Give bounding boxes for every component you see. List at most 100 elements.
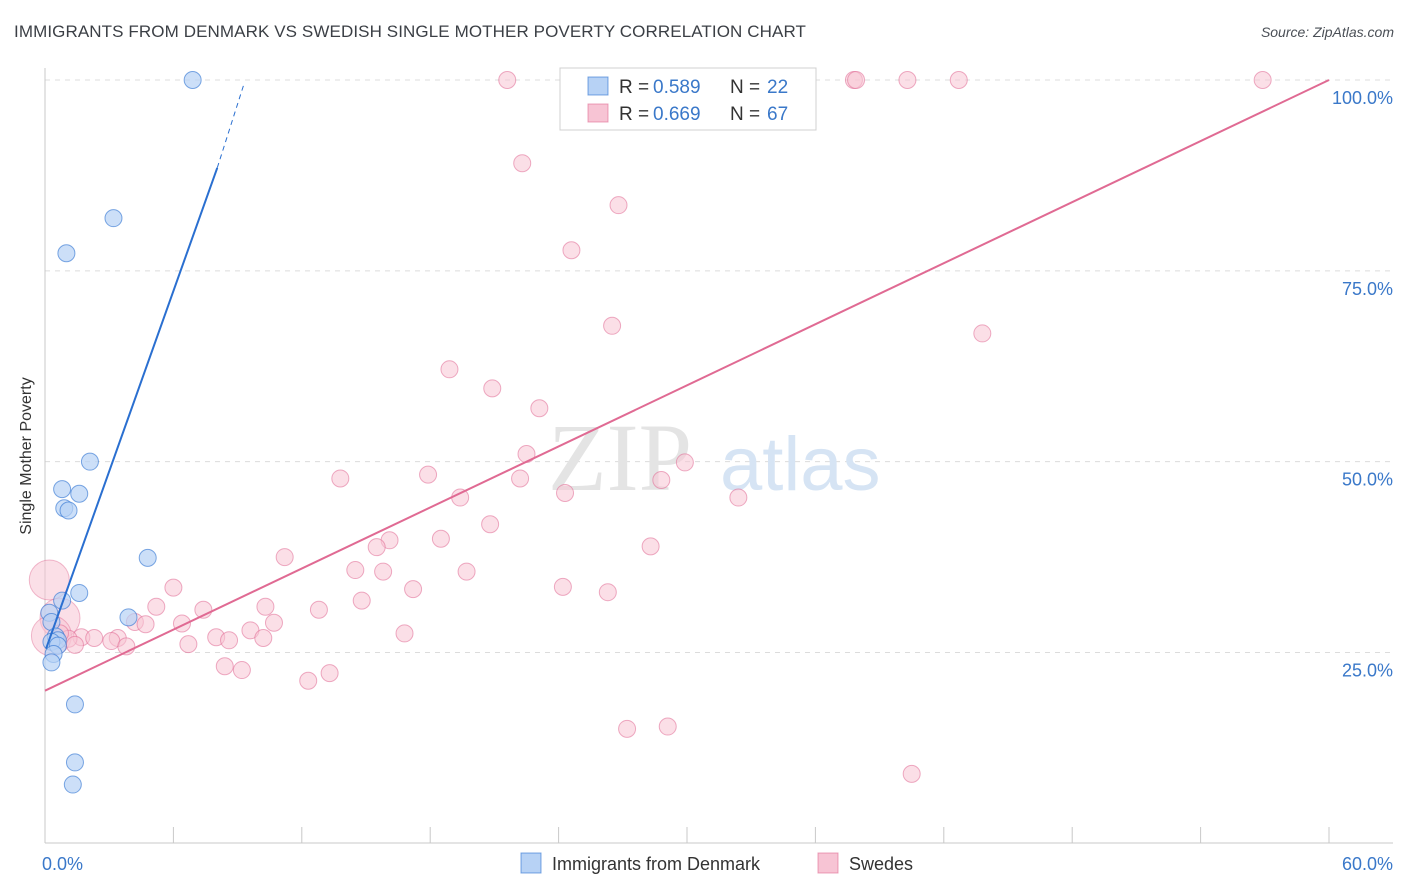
series-legend-label: Swedes bbox=[849, 854, 913, 874]
swedes-point bbox=[440, 360, 459, 379]
swedes-point bbox=[85, 628, 104, 647]
y-tick-label: 100.0% bbox=[1332, 88, 1393, 108]
swedes-point bbox=[973, 324, 992, 343]
swedes-point bbox=[641, 537, 660, 556]
swedes-point bbox=[457, 562, 476, 581]
denmark-point bbox=[59, 501, 78, 520]
swedes-point bbox=[147, 597, 166, 616]
swedes-point bbox=[367, 538, 386, 557]
swedes-point bbox=[530, 399, 549, 418]
stats-legend-r-label: R = bbox=[619, 77, 649, 98]
swedes-point bbox=[598, 583, 617, 602]
denmark-point bbox=[42, 653, 61, 672]
denmark-point bbox=[63, 775, 82, 794]
watermark-atlas: atlas bbox=[720, 422, 881, 507]
swedes-point bbox=[513, 154, 532, 173]
stats-legend-r-label: R = bbox=[619, 104, 649, 125]
series-legend: Immigrants from Denmark Swedes bbox=[520, 852, 913, 874]
swedes-point bbox=[264, 613, 283, 632]
stats-legend-n-label: N = bbox=[730, 104, 760, 125]
swedes-point bbox=[949, 71, 968, 89]
swedes-point bbox=[451, 488, 470, 507]
denmark-point bbox=[119, 608, 138, 627]
swedes-point bbox=[102, 632, 121, 651]
swedes-point bbox=[164, 578, 183, 597]
watermark: ZIP atlas bbox=[548, 404, 881, 511]
swedes-point bbox=[618, 719, 637, 738]
swedes-point bbox=[481, 515, 500, 534]
stats-legend-n-value: 22 bbox=[767, 77, 788, 98]
swedes-point bbox=[299, 671, 318, 690]
swedes-point bbox=[1253, 71, 1272, 89]
swedes-point bbox=[511, 469, 530, 488]
swedes-point bbox=[609, 196, 628, 215]
swedes-point bbox=[847, 71, 866, 89]
swedes-point bbox=[483, 379, 502, 398]
swedes-point bbox=[603, 316, 622, 335]
denmark-point bbox=[70, 484, 89, 503]
swedes-point bbox=[309, 600, 328, 619]
swedes-point bbox=[898, 71, 917, 89]
swedes-point bbox=[419, 465, 438, 484]
stats-legend-n-label: N = bbox=[730, 77, 760, 98]
swedes-point bbox=[320, 664, 339, 683]
stats-legend-r-value: 0.669 bbox=[653, 104, 701, 125]
denmark-point bbox=[138, 548, 157, 567]
x-tick-label-end: 60.0% bbox=[1342, 854, 1393, 874]
y-tick-label: 50.0% bbox=[1342, 470, 1393, 490]
swedes-point bbox=[215, 657, 234, 676]
swedes-point bbox=[331, 469, 350, 488]
swedes-point bbox=[256, 597, 275, 616]
swedes-point bbox=[498, 71, 517, 89]
swedes-point bbox=[652, 470, 671, 489]
stats-legend-swatch bbox=[587, 103, 609, 123]
swedes-point bbox=[517, 445, 536, 464]
y-tick-label: 75.0% bbox=[1342, 279, 1393, 299]
denmark-point bbox=[65, 695, 84, 714]
denmark-trend-extension bbox=[216, 83, 245, 168]
swedes-point bbox=[431, 529, 450, 548]
swedes-point bbox=[553, 577, 572, 596]
swedes-point bbox=[374, 562, 393, 581]
axes bbox=[44, 68, 1393, 844]
stats-legend-swatch bbox=[587, 76, 609, 96]
denmark-point bbox=[53, 591, 72, 610]
trend-lines bbox=[44, 79, 1330, 692]
stats-legend-r-value: 0.589 bbox=[653, 77, 701, 98]
denmark-points bbox=[40, 71, 202, 794]
swedes-point bbox=[562, 241, 581, 260]
swedes-point bbox=[346, 561, 365, 580]
tick-labels: 25.0% 50.0% 75.0% 100.0% 0.0% 60.0% bbox=[42, 88, 1393, 874]
denmark-trend-line bbox=[45, 167, 219, 650]
swedes-point bbox=[179, 635, 198, 654]
source-label: Source: ZipAtlas.com bbox=[1260, 24, 1394, 40]
denmark-point bbox=[65, 753, 84, 772]
swedes-trend-line bbox=[44, 79, 1330, 692]
y-tick-label: 25.0% bbox=[1342, 661, 1393, 681]
series-legend-swatch bbox=[817, 852, 839, 874]
denmark-point bbox=[104, 209, 123, 228]
chart-title: IMMIGRANTS FROM DENMARK VS SWEDISH SINGL… bbox=[14, 22, 807, 41]
swedes-point bbox=[729, 488, 748, 507]
swedes-point bbox=[352, 591, 371, 610]
swedes-point bbox=[675, 453, 694, 472]
swedes-point bbox=[275, 548, 294, 567]
denmark-point bbox=[80, 452, 99, 471]
swedes-point bbox=[65, 635, 84, 654]
denmark-point bbox=[70, 583, 89, 602]
swedes-point bbox=[404, 580, 423, 599]
x-tick-label-start: 0.0% bbox=[42, 854, 83, 874]
series-legend-swatch bbox=[520, 852, 542, 874]
gridlines bbox=[45, 79, 1394, 653]
swedes-point-large bbox=[28, 559, 70, 601]
swedes-point bbox=[254, 628, 273, 647]
swedes-point bbox=[902, 764, 921, 783]
swedes-point bbox=[220, 631, 239, 650]
series-legend-label: Immigrants from Denmark bbox=[552, 854, 761, 874]
denmark-point bbox=[183, 71, 202, 89]
denmark-point bbox=[57, 244, 76, 263]
swedes-point bbox=[136, 615, 155, 634]
swedes-point bbox=[395, 624, 414, 643]
stats-legend: R = 0.589 N = 22 R = 0.669 N = 67 bbox=[559, 67, 817, 131]
